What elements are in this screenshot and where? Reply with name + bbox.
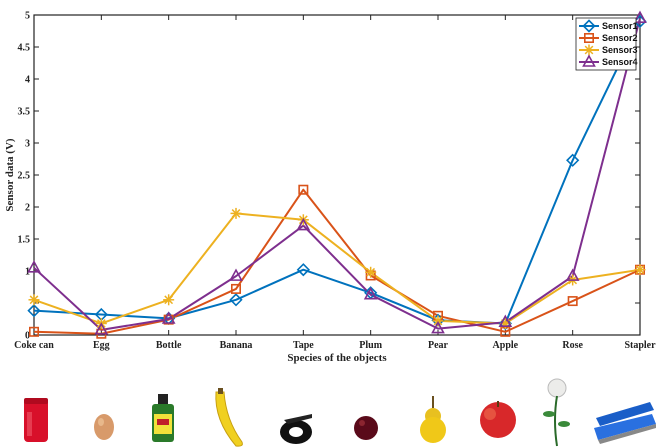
triangle-marker	[565, 268, 580, 281]
triangle-marker	[229, 268, 243, 281]
y-tick-label: 4.5	[18, 43, 31, 54]
y-tick-label: 4	[25, 75, 30, 86]
series-markers	[27, 10, 647, 339]
y-tick-label: 5	[25, 11, 30, 22]
legend-label: Sensor2	[602, 33, 638, 43]
x-tick-label: Tape	[293, 340, 314, 351]
diamond-marker	[582, 19, 596, 33]
series-line-sensor2	[33, 188, 641, 335]
triangle-marker	[363, 287, 378, 300]
diamond-marker	[566, 153, 580, 167]
series-line-sensor3	[33, 212, 641, 325]
triangle-marker	[582, 54, 596, 67]
plot-area-frame	[33, 14, 641, 336]
bottle-image	[152, 394, 174, 442]
x-tick-label: Bottle	[156, 340, 182, 351]
plum-image	[354, 416, 378, 440]
y-tick-label: 1.5	[18, 235, 31, 246]
object-thumbnails	[24, 378, 656, 447]
triangle-marker	[633, 10, 647, 24]
x-tick-label: Apple	[493, 340, 519, 351]
y-tick-label: 3	[25, 139, 30, 150]
x-tick-label: Pear	[428, 340, 449, 351]
x-tick-label: Coke can	[14, 340, 54, 351]
legend-label: Sensor4	[602, 57, 638, 67]
x-tick-label: Stapler	[624, 340, 656, 351]
star-marker	[432, 315, 444, 327]
x-tick-label: Plum	[359, 340, 382, 351]
legend-label: Sensor3	[602, 45, 638, 55]
star-marker	[634, 264, 646, 276]
series-line-sensor4	[33, 17, 641, 331]
coke-can-image	[24, 398, 48, 442]
x-tick-label: Egg	[93, 340, 110, 351]
diamond-marker	[296, 263, 310, 277]
triangle-marker	[161, 311, 176, 324]
egg-image	[94, 414, 114, 440]
stapler-image	[594, 402, 656, 444]
diamond-marker	[27, 304, 41, 318]
banana-image	[215, 388, 243, 447]
chart-axes	[33, 14, 641, 336]
square-marker	[231, 283, 242, 294]
y-axis-title: Sensor data (V)	[4, 138, 16, 211]
diamond-marker	[229, 293, 243, 307]
x-axis-title: Species of the objects	[287, 352, 387, 364]
square-marker	[298, 184, 309, 195]
star-marker	[365, 266, 377, 278]
x-tick-label: Banana	[220, 340, 253, 351]
y-tick-label: 3.5	[18, 107, 31, 118]
square-marker	[567, 296, 578, 307]
star-marker	[230, 207, 242, 219]
chart-legend: Sensor1 Sensor2 Sensor3 Sensor4	[575, 17, 638, 71]
triangle-marker	[27, 260, 41, 273]
legend-label: Sensor1	[602, 21, 638, 31]
pear-image	[420, 396, 446, 443]
series-line-sensor1	[33, 20, 641, 325]
tape-image	[280, 414, 312, 444]
triangle-marker	[94, 322, 109, 335]
triangle-marker	[498, 314, 513, 328]
star-marker	[28, 294, 40, 306]
square-marker	[583, 32, 594, 43]
y-tick-label: 2	[25, 203, 30, 214]
triangle-marker	[431, 320, 445, 334]
x-tick-label: Rose	[562, 340, 583, 351]
star-marker	[583, 44, 595, 56]
triangle-marker	[296, 217, 311, 231]
star-marker	[163, 294, 175, 306]
square-marker	[28, 326, 39, 337]
rose-image	[543, 378, 570, 447]
y-tick-label: 0	[25, 331, 30, 342]
apple-image	[480, 401, 516, 438]
series-lines	[33, 17, 641, 335]
y-tick-label: 2.5	[18, 171, 31, 182]
